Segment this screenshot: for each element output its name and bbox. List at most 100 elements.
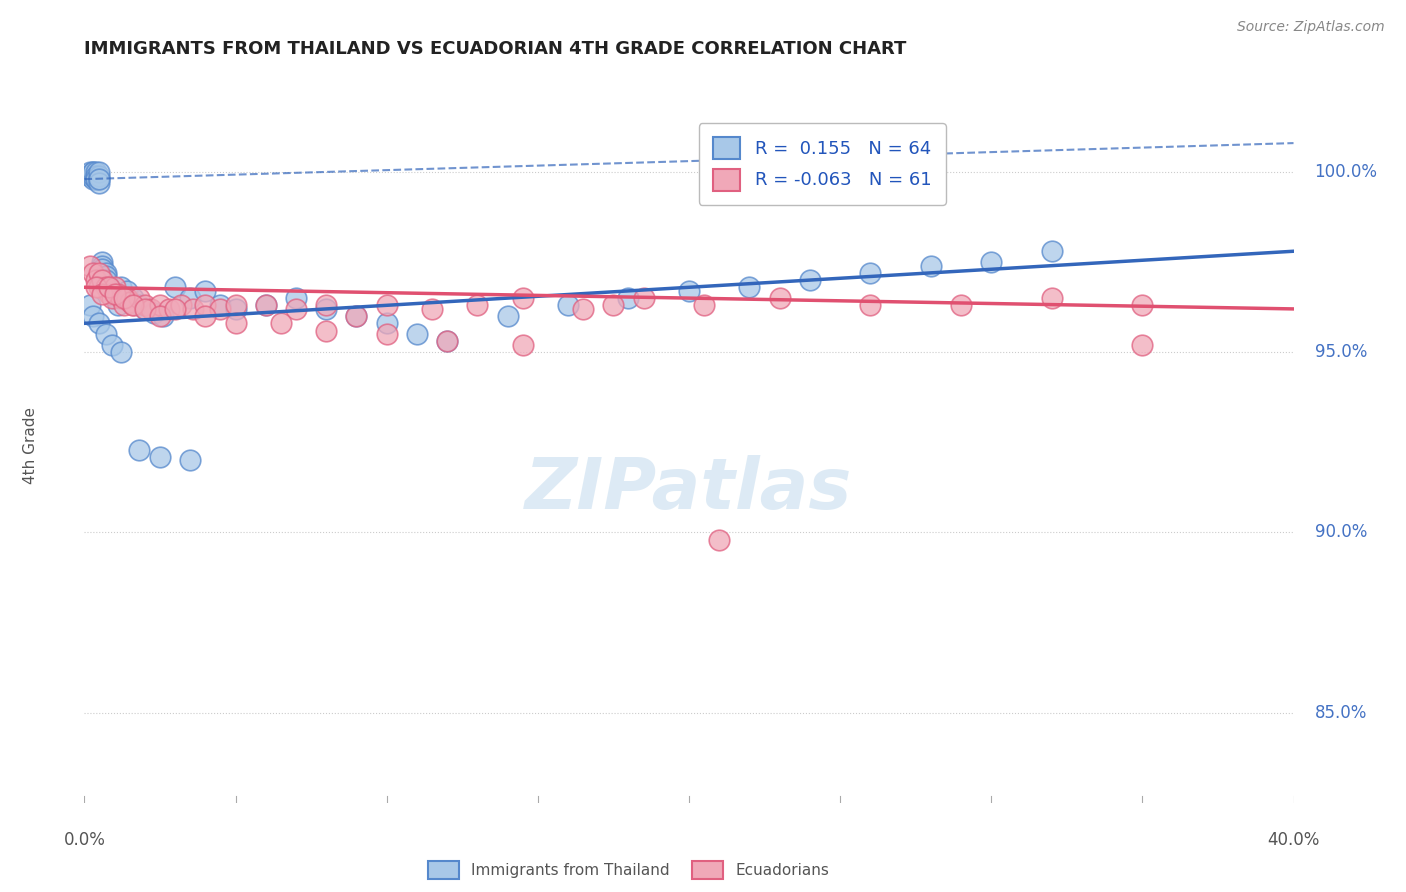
Point [693, 298, 716, 312]
Point [496, 309, 519, 323]
Point [315, 301, 337, 316]
Point [94, 280, 117, 294]
Point [91, 273, 114, 287]
Point [678, 284, 700, 298]
Point [225, 301, 247, 316]
Point [94, 266, 117, 280]
Point [142, 305, 165, 319]
Point [118, 294, 141, 309]
Point [633, 291, 655, 305]
Point [94, 273, 117, 287]
Point [89, 165, 111, 179]
Point [179, 291, 201, 305]
Point [79, 169, 101, 183]
Point [110, 280, 132, 294]
Point [86, 172, 108, 186]
Point [149, 450, 172, 464]
Point [859, 298, 882, 312]
Point [128, 291, 150, 305]
Point [149, 309, 172, 323]
Point [86, 273, 108, 287]
Point [91, 287, 114, 301]
Point [284, 301, 308, 316]
Point [82, 266, 104, 280]
Point [86, 169, 108, 183]
Point [436, 334, 458, 349]
Point [194, 284, 217, 298]
Point [254, 298, 277, 312]
Point [82, 309, 104, 323]
Point [284, 291, 308, 305]
Point [97, 280, 120, 294]
Point [194, 298, 217, 312]
Point [1130, 338, 1153, 352]
Point [115, 291, 138, 305]
Point [82, 172, 104, 186]
Point [82, 169, 104, 183]
Point [420, 301, 443, 316]
Point [89, 172, 111, 186]
Text: 0.0%: 0.0% [63, 831, 105, 849]
Point [557, 298, 579, 312]
Point [100, 291, 122, 305]
Point [94, 327, 117, 342]
Text: 85.0%: 85.0% [1315, 704, 1367, 722]
Point [112, 298, 135, 312]
Point [209, 301, 232, 316]
Point [134, 298, 156, 312]
Point [512, 338, 534, 352]
Point [89, 316, 111, 330]
Point [1130, 298, 1153, 312]
Point [89, 280, 111, 294]
Point [406, 327, 429, 342]
Point [94, 269, 117, 284]
Point [121, 298, 143, 312]
Point [82, 165, 104, 179]
Point [86, 280, 108, 294]
Point [100, 284, 122, 298]
Point [91, 262, 114, 277]
Point [194, 309, 217, 323]
Point [86, 169, 108, 183]
Point [950, 298, 973, 312]
Point [769, 291, 792, 305]
Point [315, 298, 337, 312]
Point [100, 338, 122, 352]
Point [980, 255, 1002, 269]
Point [97, 287, 120, 301]
Point [709, 533, 731, 547]
Point [97, 280, 120, 294]
Point [107, 298, 129, 312]
Point [254, 298, 277, 312]
Point [107, 287, 129, 301]
Point [152, 309, 174, 323]
Point [89, 172, 111, 186]
Point [617, 291, 640, 305]
Point [89, 176, 111, 190]
Text: IMMIGRANTS FROM THAILAND VS ECUADORIAN 4TH GRADE CORRELATION CHART: IMMIGRANTS FROM THAILAND VS ECUADORIAN 4… [84, 40, 907, 58]
Point [225, 298, 247, 312]
Point [270, 316, 292, 330]
Point [134, 301, 156, 316]
Point [209, 298, 232, 312]
Point [181, 301, 204, 316]
Point [170, 298, 193, 312]
Point [375, 316, 398, 330]
Point [139, 301, 162, 316]
Point [110, 345, 132, 359]
Point [104, 291, 127, 305]
Point [134, 301, 156, 316]
Point [91, 255, 114, 269]
Point [149, 298, 172, 312]
Point [86, 165, 108, 179]
Point [128, 298, 150, 312]
Point [346, 309, 368, 323]
Point [89, 266, 111, 280]
Point [121, 291, 143, 305]
Point [315, 324, 337, 338]
Text: 4th Grade: 4th Grade [24, 408, 38, 484]
Point [572, 301, 595, 316]
Point [79, 298, 101, 312]
Point [225, 316, 247, 330]
Point [163, 301, 186, 316]
